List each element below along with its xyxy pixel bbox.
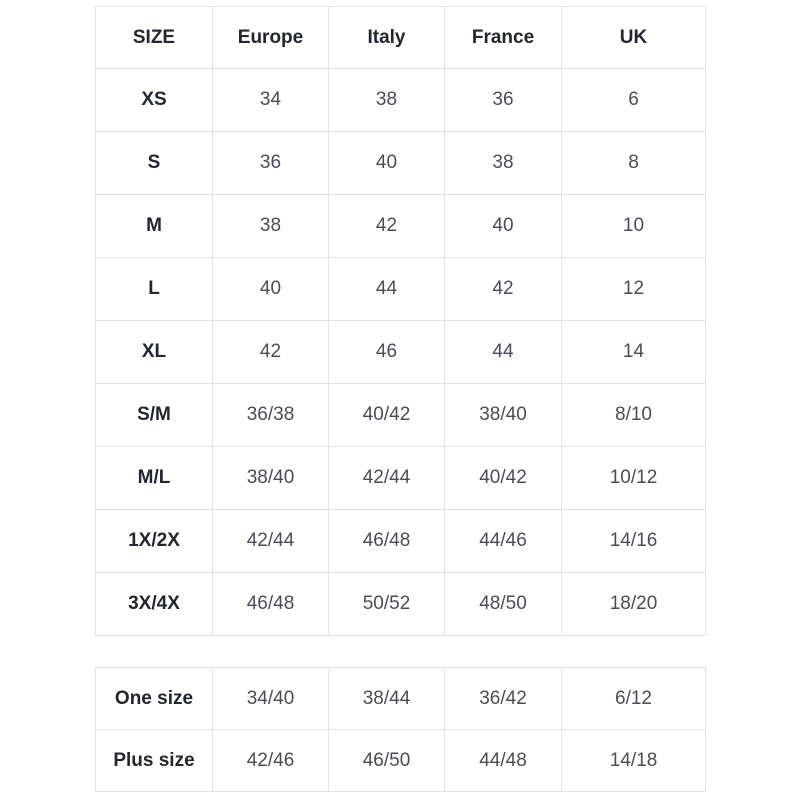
size-conversion-table: SIZE Europe Italy France UK XS 34 38 36 … xyxy=(95,6,706,636)
uk-value: 14/18 xyxy=(561,729,706,792)
column-header-uk: UK xyxy=(561,6,706,69)
france-value: 36/42 xyxy=(444,667,562,730)
size-row-m: M 38 42 40 10 xyxy=(95,194,706,258)
europe-value: 34 xyxy=(212,68,329,132)
france-value: 44 xyxy=(444,320,562,384)
size-label: 1X/2X xyxy=(95,509,213,573)
size-label: 3X/4X xyxy=(95,572,213,636)
size-label: Plus size xyxy=(95,729,213,792)
size-row-plus-size: Plus size 42/46 46/50 44/48 14/18 xyxy=(95,729,706,792)
europe-value: 42/46 xyxy=(212,729,329,792)
uk-value: 6/12 xyxy=(561,667,706,730)
europe-value: 36 xyxy=(212,131,329,195)
italy-value: 40 xyxy=(328,131,445,195)
europe-value: 38 xyxy=(212,194,329,258)
italy-value: 50/52 xyxy=(328,572,445,636)
italy-value: 46 xyxy=(328,320,445,384)
header-row: SIZE Europe Italy France UK xyxy=(95,6,706,69)
uk-value: 8/10 xyxy=(561,383,706,447)
size-label: L xyxy=(95,257,213,321)
france-value: 36 xyxy=(444,68,562,132)
italy-value: 38 xyxy=(328,68,445,132)
size-row-xs: XS 34 38 36 6 xyxy=(95,68,706,132)
size-row-s: S 36 40 38 8 xyxy=(95,131,706,195)
column-header-europe: Europe xyxy=(212,6,329,69)
italy-value: 38/44 xyxy=(328,667,445,730)
italy-value: 46/48 xyxy=(328,509,445,573)
uk-value: 14/16 xyxy=(561,509,706,573)
size-label: XL xyxy=(95,320,213,384)
uk-value: 10 xyxy=(561,194,706,258)
france-value: 38 xyxy=(444,131,562,195)
france-value: 40/42 xyxy=(444,446,562,510)
italy-value: 42/44 xyxy=(328,446,445,510)
size-label: One size xyxy=(95,667,213,730)
france-value: 44/48 xyxy=(444,729,562,792)
size-label: M/L xyxy=(95,446,213,510)
column-header-france: France xyxy=(444,6,562,69)
europe-value: 34/40 xyxy=(212,667,329,730)
france-value: 42 xyxy=(444,257,562,321)
size-row-m-l: M/L 38/40 42/44 40/42 10/12 xyxy=(95,446,706,510)
size-row-one-size: One size 34/40 38/44 36/42 6/12 xyxy=(95,667,706,730)
france-value: 48/50 xyxy=(444,572,562,636)
france-value: 38/40 xyxy=(444,383,562,447)
europe-value: 46/48 xyxy=(212,572,329,636)
italy-value: 40/42 xyxy=(328,383,445,447)
uk-value: 12 xyxy=(561,257,706,321)
uk-value: 18/20 xyxy=(561,572,706,636)
france-value: 44/46 xyxy=(444,509,562,573)
europe-value: 36/38 xyxy=(212,383,329,447)
uk-value: 8 xyxy=(561,131,706,195)
europe-value: 42/44 xyxy=(212,509,329,573)
size-label: S xyxy=(95,131,213,195)
europe-value: 38/40 xyxy=(212,446,329,510)
size-row-l: L 40 44 42 12 xyxy=(95,257,706,321)
size-row-3x-4x: 3X/4X 46/48 50/52 48/50 18/20 xyxy=(95,572,706,636)
size-label: M xyxy=(95,194,213,258)
size-label: S/M xyxy=(95,383,213,447)
italy-value: 46/50 xyxy=(328,729,445,792)
column-header-italy: Italy xyxy=(328,6,445,69)
size-row-s-m: S/M 36/38 40/42 38/40 8/10 xyxy=(95,383,706,447)
uk-value: 6 xyxy=(561,68,706,132)
uk-value: 14 xyxy=(561,320,706,384)
italy-value: 44 xyxy=(328,257,445,321)
italy-value: 42 xyxy=(328,194,445,258)
france-value: 40 xyxy=(444,194,562,258)
size-row-xl: XL 42 46 44 14 xyxy=(95,320,706,384)
special-sizes-table: One size 34/40 38/44 36/42 6/12 Plus siz… xyxy=(95,667,706,792)
europe-value: 40 xyxy=(212,257,329,321)
europe-value: 42 xyxy=(212,320,329,384)
size-row-1x-2x: 1X/2X 42/44 46/48 44/46 14/16 xyxy=(95,509,706,573)
uk-value: 10/12 xyxy=(561,446,706,510)
column-header-size: SIZE xyxy=(95,6,213,69)
size-label: XS xyxy=(95,68,213,132)
